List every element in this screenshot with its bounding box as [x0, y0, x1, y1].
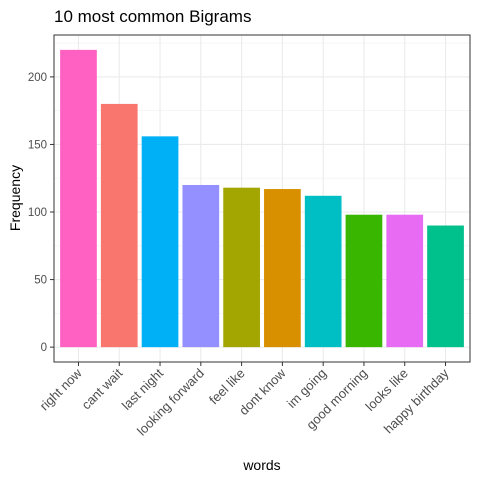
- y-axis-title: Frequency: [7, 165, 23, 231]
- bar: [427, 225, 464, 348]
- y-tick-label: 0: [41, 342, 47, 354]
- bar: [182, 184, 220, 348]
- y-tick-label: 200: [28, 72, 47, 84]
- bar: [264, 189, 301, 348]
- bar: [141, 136, 179, 348]
- x-axis-title: words: [242, 457, 280, 473]
- y-tick-label: 150: [28, 139, 47, 151]
- bars: [60, 49, 464, 348]
- panel-border: [53, 34, 471, 363]
- bar: [345, 214, 383, 348]
- bar: [60, 49, 97, 348]
- y-tick-label: 50: [34, 275, 47, 287]
- bar: [223, 187, 260, 348]
- bar: [304, 195, 342, 348]
- bar: [100, 103, 138, 348]
- chart-title: 10 most common Bigrams: [54, 7, 251, 26]
- y-tick-label: 100: [28, 207, 47, 219]
- bar: [386, 214, 424, 348]
- y-axis: 0 50 100 150 200: [28, 72, 54, 354]
